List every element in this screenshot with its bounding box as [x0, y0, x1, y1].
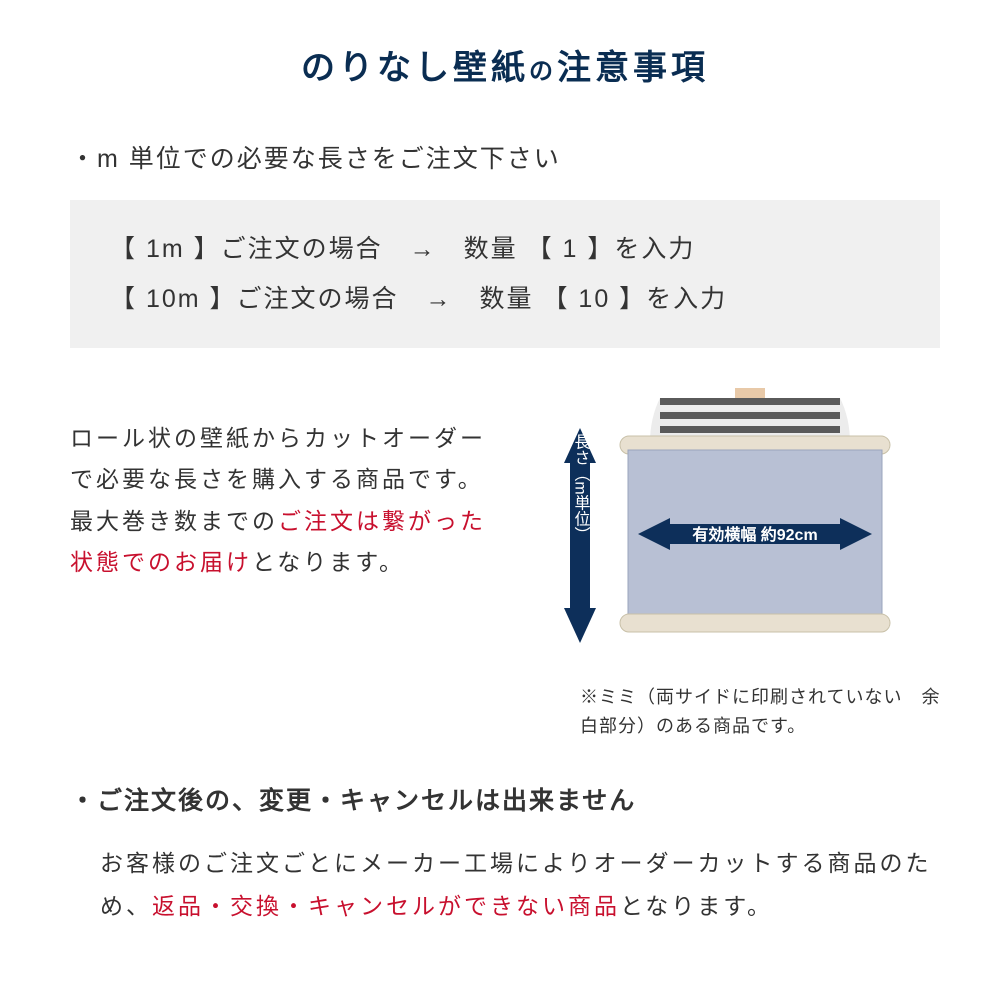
cancel-body-highlight: 返品・交換・キャンセルができない商品 [152, 893, 620, 919]
cancel-heading: ・ご注文後の、変更・キャンセルは出来ません [70, 781, 940, 817]
length-arrow-icon: 長さ（m単位） [564, 428, 596, 643]
title-main: のりなし壁紙 [301, 49, 529, 87]
mimi-note: ※ミミ（両サイドに印刷されていない 余白部分）のある商品です。 [510, 683, 950, 741]
mid-section: ロール状の壁紙からカットオーダーで必要な長さを購入する商品です。最大巻き数までの… [70, 388, 940, 741]
diagram-area: 長さ（m単位） 有効横幅 約92cm ※ミミ（両サイドに印刷されていない 余白部… [510, 388, 950, 741]
roll-description: ロール状の壁紙からカットオーダーで必要な長さを購入する商品です。最大巻き数までの… [70, 388, 490, 741]
wallpaper-diagram: 長さ（m単位） 有効横幅 約92cm [510, 388, 950, 668]
cancel-body: お客様のご注文ごとにメーカー工場によりオーダーカットする商品のため、返品・交換・… [70, 842, 940, 929]
width-label: 有効横幅 約92cm [692, 525, 817, 544]
title-sub: 注意事項 [557, 49, 709, 87]
length-label: 長さ（m単位） [572, 433, 591, 542]
order-line-2: 【 10m 】ご注文の場合 → 数量 【 10 】を入力 [110, 274, 900, 324]
cancel-section: ・ご注文後の、変更・キャンセルは出来ません お客様のご注文ごとにメーカー工場によ… [70, 781, 940, 929]
order-heading: ・m 単位での必要な長さをご注文下さい [70, 139, 940, 175]
cancel-body-part2: となります。 [620, 893, 773, 919]
title-connector: の [529, 58, 557, 85]
roll-desc-part2: となります。 [252, 549, 405, 575]
order-example-box: 【 1m 】ご注文の場合 → 数量 【 1 】を入力 【 10m 】ご注文の場合… [70, 200, 940, 348]
order-line-1: 【 1m 】ご注文の場合 → 数量 【 1 】を入力 [110, 224, 900, 274]
page-title: のりなし壁紙の注意事項 [70, 40, 940, 89]
